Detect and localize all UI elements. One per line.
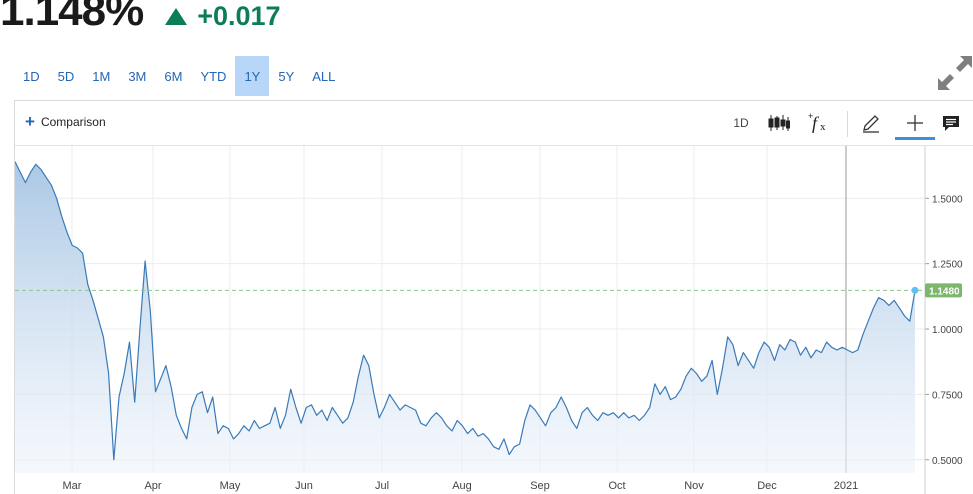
toolbar-divider bbox=[847, 111, 848, 137]
last-value-badge bbox=[925, 283, 962, 298]
crosshair-icon[interactable] bbox=[901, 109, 929, 137]
up-arrow-icon bbox=[165, 8, 188, 25]
x-tick-label: May bbox=[220, 480, 241, 492]
range-button-3m[interactable]: 3M bbox=[128, 68, 147, 84]
time-range-selector: 1D 5D 1M 3M 6M YTD 1Y 5Y ALL bbox=[14, 56, 344, 96]
y-tick-label: 0.7500 bbox=[932, 390, 963, 401]
x-tick-label: Oct bbox=[608, 480, 625, 492]
x-tick-label: Apr bbox=[144, 480, 161, 492]
range-button-6m[interactable]: 6M bbox=[164, 68, 183, 84]
range-button-1m[interactable]: 1M bbox=[92, 68, 111, 84]
range-button-5d[interactable]: 5D bbox=[57, 68, 75, 84]
pencil-icon[interactable] bbox=[859, 109, 883, 137]
y-tick-label: 1.2500 bbox=[932, 260, 963, 271]
x-tick-label: Nov bbox=[684, 480, 704, 492]
plus-icon: + bbox=[25, 112, 35, 131]
x-tick-label: Dec bbox=[757, 480, 777, 492]
x-tick-label: Jun bbox=[295, 480, 313, 492]
quote-header: 1.148% +0.017 bbox=[0, 0, 281, 38]
x-tick-label: 2021 bbox=[834, 480, 858, 492]
active-tool-indicator bbox=[895, 137, 935, 140]
x-tick-label: Sep bbox=[530, 480, 550, 492]
y-tick-label: 1.5000 bbox=[932, 194, 963, 205]
yield-chart[interactable]: 1.5000 1.2500 1.0000 0.7500 0.5000 Mar Apr May J… bbox=[15, 101, 973, 494]
range-button-1y[interactable]: 1Y bbox=[235, 56, 270, 96]
series-line bbox=[15, 161, 916, 461]
comparison-label: Comparison bbox=[40, 115, 106, 129]
comment-icon[interactable] bbox=[939, 109, 963, 137]
interval-button[interactable]: 1D bbox=[733, 116, 749, 130]
svg-text:+: + bbox=[808, 112, 813, 121]
y-tick-label: 1.0000 bbox=[932, 325, 963, 336]
candlestick-icon[interactable] bbox=[767, 109, 791, 137]
comparison-button[interactable]: + Comparison bbox=[25, 112, 106, 131]
function-icon[interactable]: f x + bbox=[807, 109, 831, 137]
price-value: 1.148% bbox=[0, 0, 144, 35]
svg-text:x: x bbox=[820, 121, 826, 133]
range-button-1d[interactable]: 1D bbox=[23, 68, 40, 84]
range-button-5y[interactable]: 5Y bbox=[278, 68, 295, 84]
x-tick-label: Mar bbox=[63, 480, 82, 492]
x-tick-label: Aug bbox=[452, 480, 472, 492]
chart-panel: + Comparison 1D f x + bbox=[14, 100, 973, 494]
last-value-dot bbox=[911, 286, 919, 294]
last-value-label: 1.1480 bbox=[929, 286, 960, 297]
price-change: +0.017 bbox=[165, 1, 281, 32]
chart-toolbar: + Comparison 1D f x + bbox=[15, 101, 973, 146]
series-area bbox=[15, 161, 915, 473]
expand-icon[interactable] bbox=[938, 56, 972, 90]
range-button-ytd[interactable]: YTD bbox=[200, 68, 227, 84]
price-change-value: +0.017 bbox=[197, 1, 281, 31]
svg-text:f: f bbox=[812, 113, 820, 133]
y-tick-label: 0.5000 bbox=[932, 456, 963, 467]
x-tick-label: Jul bbox=[375, 480, 389, 492]
range-button-all[interactable]: ALL bbox=[312, 68, 336, 84]
